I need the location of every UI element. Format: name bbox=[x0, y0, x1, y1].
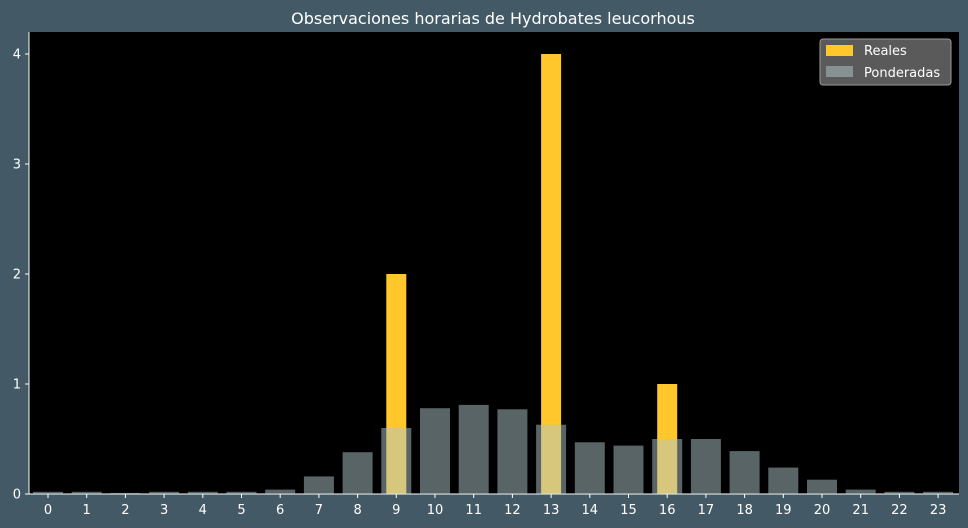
x-tick-label-14: 14 bbox=[582, 503, 599, 518]
bar-ponderadas-6 bbox=[265, 489, 296, 494]
x-tick-label-19: 19 bbox=[775, 503, 792, 518]
bar-ponderadas-14 bbox=[574, 442, 605, 494]
bar-ponderadas-2 bbox=[110, 492, 141, 494]
bar-ponderadas-23 bbox=[923, 491, 954, 494]
y-tick-label-3: 3 bbox=[13, 158, 21, 173]
x-tick-label-7: 7 bbox=[315, 503, 323, 518]
x-tick-label-3: 3 bbox=[160, 503, 168, 518]
bar-ponderadas-21 bbox=[845, 489, 876, 494]
x-axis: 0 1 2 3 4 5 6 7 8 9 10 11 12 13 14 15 16 17 18 19 20 21 22 23 bbox=[29, 493, 959, 518]
x-tick-label-9: 9 bbox=[392, 503, 400, 518]
bar-ponderadas-13 bbox=[536, 424, 567, 494]
bar-ponderadas-8 bbox=[342, 452, 373, 494]
x-tick-label-1: 1 bbox=[83, 503, 91, 518]
legend-swatch-reales bbox=[826, 45, 853, 56]
legend-label-reales: Reales bbox=[864, 44, 907, 59]
x-tick-label-11: 11 bbox=[465, 503, 482, 518]
bar-reales-13 bbox=[541, 54, 562, 494]
x-tick-label-22: 22 bbox=[891, 503, 908, 518]
chart-title: Observaciones horarias de Hydrobates leu… bbox=[291, 9, 695, 28]
bar-ponderadas-0 bbox=[33, 491, 63, 494]
legend: Reales Ponderadas bbox=[819, 38, 952, 86]
bar-ponderadas-22 bbox=[884, 491, 915, 494]
y-tick-label-0: 0 bbox=[13, 488, 21, 503]
bar-ponderadas-3 bbox=[149, 491, 180, 494]
x-tick-label-10: 10 bbox=[427, 503, 444, 518]
x-tick-label-0: 0 bbox=[44, 503, 52, 518]
x-tick-label-16: 16 bbox=[659, 503, 676, 518]
y-tick-label-2: 2 bbox=[13, 268, 21, 283]
x-tick-label-21: 21 bbox=[852, 503, 869, 518]
bar-ponderadas-5 bbox=[226, 491, 257, 494]
x-tick-label-5: 5 bbox=[237, 503, 245, 518]
legend-swatch-ponderadas bbox=[826, 66, 853, 77]
bar-ponderadas-20 bbox=[807, 479, 837, 494]
x-tick-label-4: 4 bbox=[199, 503, 207, 518]
legend-label-ponderadas: Ponderadas bbox=[864, 66, 940, 81]
bar-ponderadas-9 bbox=[381, 428, 412, 494]
bar-ponderadas-1 bbox=[71, 491, 102, 494]
y-tick-label-1: 1 bbox=[13, 378, 21, 393]
bar-ponderadas-12 bbox=[497, 409, 528, 494]
bar-ponderadas-17 bbox=[690, 439, 721, 494]
bar-ponderadas-11 bbox=[458, 404, 489, 494]
x-tick-label-23: 23 bbox=[930, 503, 947, 518]
bar-ponderadas-15 bbox=[613, 445, 644, 494]
plot-area bbox=[29, 32, 959, 494]
x-tick-label-2: 2 bbox=[121, 503, 129, 518]
bar-ponderadas-18 bbox=[729, 451, 760, 494]
y-tick-label-4: 4 bbox=[13, 48, 21, 63]
x-tick-label-13: 13 bbox=[543, 503, 560, 518]
bar-ponderadas-16 bbox=[652, 439, 683, 494]
bar-ponderadas-19 bbox=[768, 467, 799, 494]
y-axis: 0 1 2 3 4 bbox=[13, 32, 30, 503]
bar-ponderadas-10 bbox=[420, 408, 450, 494]
x-tick-label-6: 6 bbox=[276, 503, 284, 518]
bar-ponderadas-4 bbox=[187, 491, 218, 494]
x-tick-label-12: 12 bbox=[504, 503, 521, 518]
bar-ponderadas-7 bbox=[303, 476, 334, 494]
x-tick-label-17: 17 bbox=[698, 503, 715, 518]
ponderadas-bars bbox=[33, 404, 954, 494]
x-tick-label-8: 8 bbox=[353, 503, 361, 518]
x-tick-label-18: 18 bbox=[736, 503, 753, 518]
x-tick-label-15: 15 bbox=[620, 503, 637, 518]
x-tick-label-20: 20 bbox=[814, 503, 831, 518]
